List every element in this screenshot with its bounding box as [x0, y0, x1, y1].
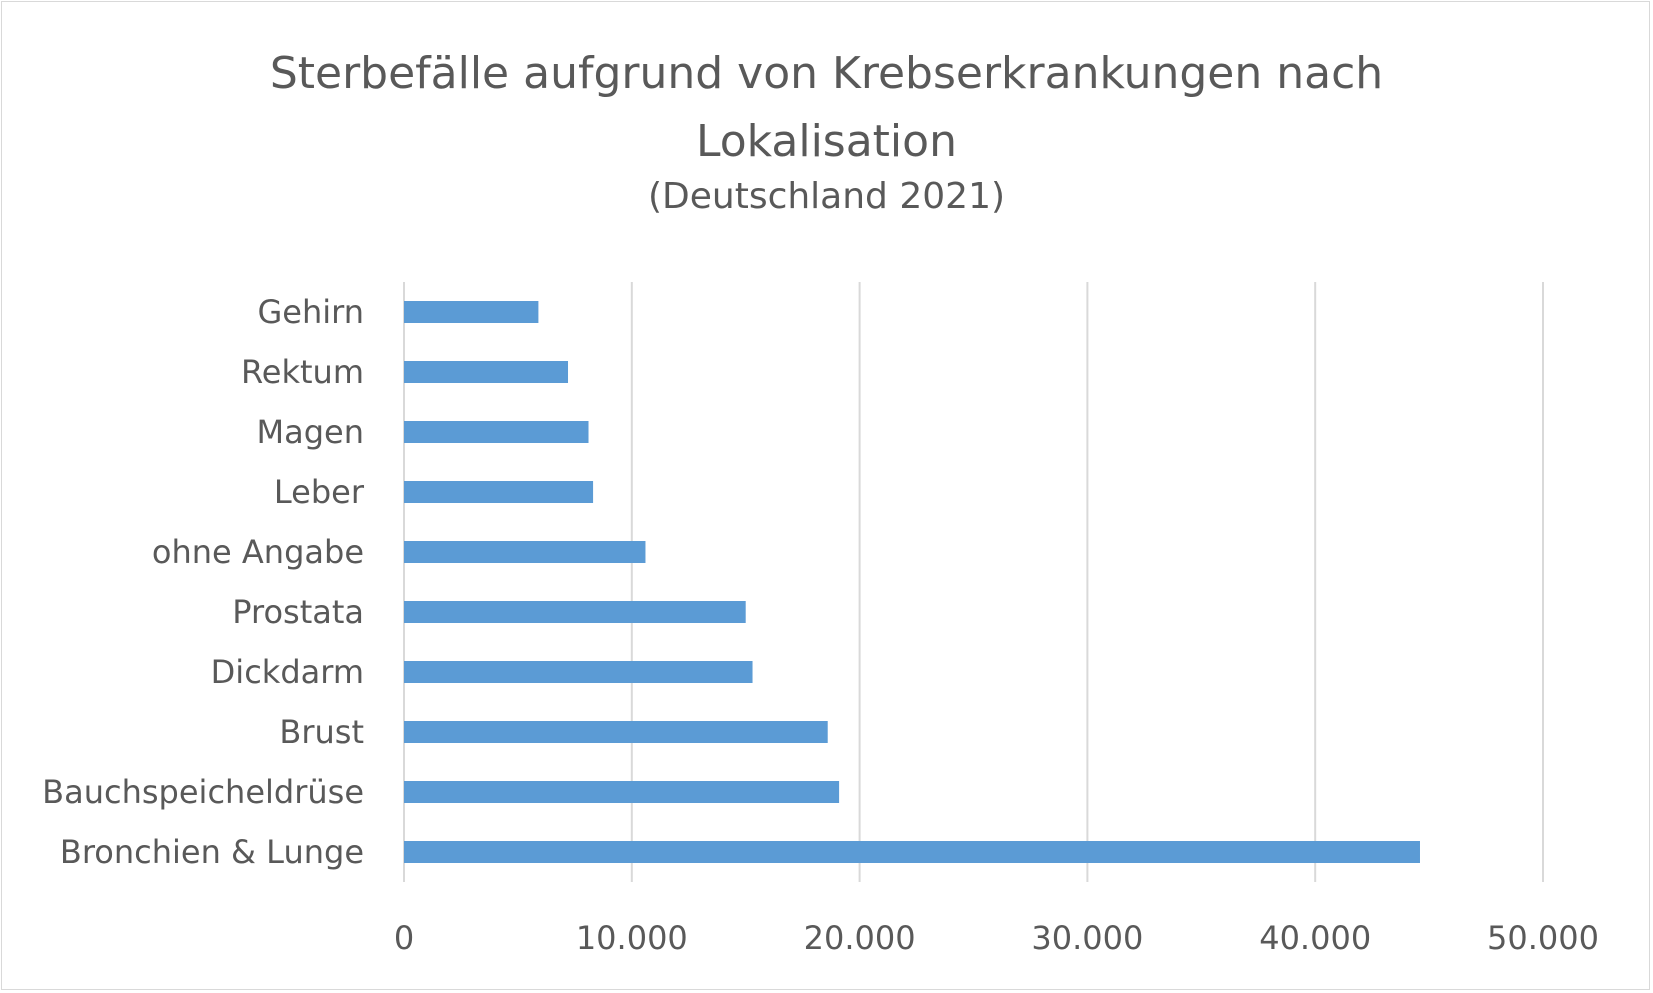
bar [404, 601, 746, 623]
bar [404, 721, 828, 743]
category-label: Dickdarm [211, 653, 364, 691]
x-tick-label: 40.000 [1259, 919, 1371, 957]
category-label: Leber [274, 473, 365, 511]
bar [404, 541, 646, 563]
bar [404, 361, 569, 383]
bar [404, 841, 1420, 863]
bar [404, 301, 539, 323]
category-label: ohne Angabe [152, 533, 364, 571]
chart-title: Sterbefälle aufgrund von Krebserkrankung… [0, 40, 1653, 176]
x-tick-label: 50.000 [1487, 919, 1599, 957]
x-tick-label: 10.000 [576, 919, 688, 957]
bar [404, 481, 594, 503]
x-tick-label: 0 [394, 919, 414, 957]
category-label: Brust [279, 713, 364, 751]
bar [404, 661, 753, 683]
chart-subtitle: (Deutschland 2021) [647, 176, 1006, 217]
category-label: Gehirn [257, 293, 364, 331]
x-tick-label: 20.000 [804, 919, 916, 957]
category-label: Magen [257, 413, 365, 451]
x-tick-label: 30.000 [1031, 919, 1143, 957]
chart-title-line-2: Lokalisation [696, 116, 957, 167]
x-tick-labels: 0 10.000 20.000 30.000 40.000 50.000 [394, 919, 1599, 957]
category-label: Rektum [241, 353, 364, 391]
bar [404, 421, 589, 443]
chart-title-line-1: Sterbefälle aufgrund von Krebserkrankung… [269, 48, 1384, 99]
bar-layer [404, 301, 1420, 863]
category-label: Bronchien & Lunge [60, 833, 364, 871]
category-labels: Gehirn Rektum Magen Leber ohne Angabe Prostat… [42, 293, 365, 871]
bar [404, 781, 840, 803]
category-label: Bauchspeicheldrüse [42, 773, 364, 811]
category-label: Prostata [232, 593, 364, 631]
